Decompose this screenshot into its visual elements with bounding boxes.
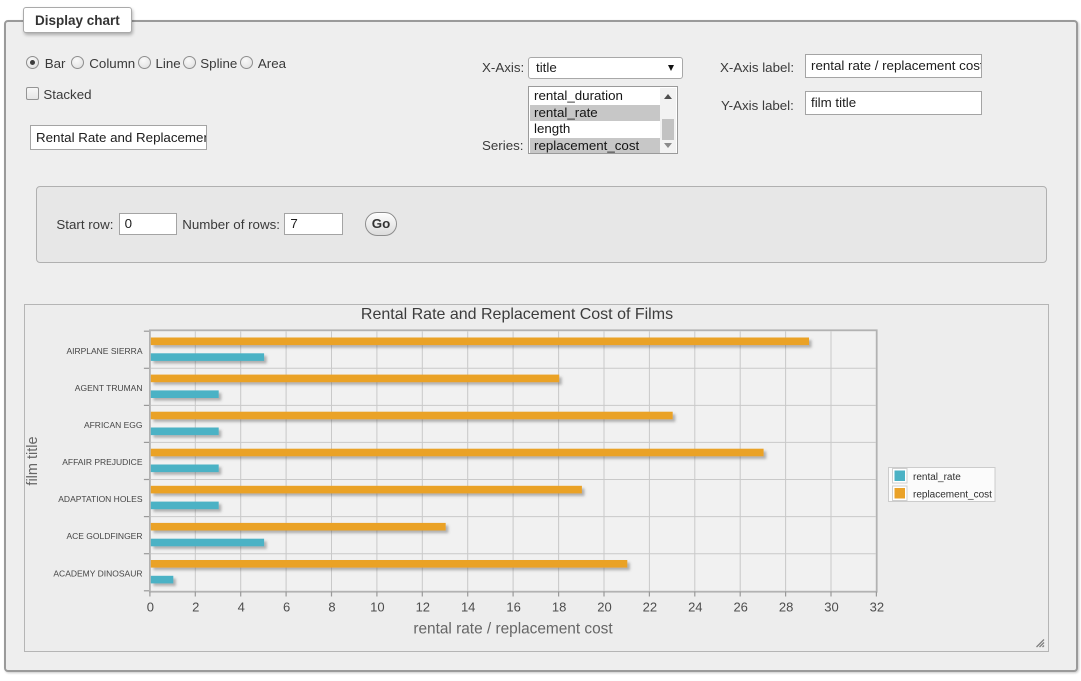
svg-text:AFFAIR PREJUDICE: AFFAIR PREJUDICE — [62, 457, 143, 467]
svg-text:4: 4 — [238, 600, 245, 615]
svg-text:24: 24 — [688, 600, 702, 615]
svg-text:8: 8 — [328, 600, 335, 615]
svg-text:AIRPLANE SIERRA: AIRPLANE SIERRA — [66, 346, 142, 356]
svg-text:Rental Rate and Replacement Co: Rental Rate and Replacement Cost of Film… — [361, 306, 673, 323]
svg-text:18: 18 — [552, 600, 566, 615]
svg-text:26: 26 — [733, 600, 747, 615]
svg-text:22: 22 — [643, 600, 657, 615]
svg-text:rental_rate: rental_rate — [913, 472, 961, 483]
svg-text:ACADEMY DINOSAUR: ACADEMY DINOSAUR — [53, 568, 142, 578]
svg-text:6: 6 — [283, 600, 290, 615]
svg-text:32: 32 — [870, 600, 884, 615]
svg-text:0: 0 — [147, 600, 154, 615]
svg-text:14: 14 — [461, 600, 475, 615]
svg-text:12: 12 — [416, 600, 430, 615]
svg-text:rental rate / replacement cost: rental rate / replacement cost — [413, 621, 613, 638]
svg-text:2: 2 — [192, 600, 199, 615]
svg-text:ACE GOLDFINGER: ACE GOLDFINGER — [66, 531, 142, 541]
svg-text:30: 30 — [824, 600, 838, 615]
svg-text:10: 10 — [370, 600, 384, 615]
svg-text:16: 16 — [506, 600, 520, 615]
svg-text:20: 20 — [597, 600, 611, 615]
svg-text:AFRICAN EGG: AFRICAN EGG — [84, 420, 143, 430]
svg-text:ADAPTATION HOLES: ADAPTATION HOLES — [58, 494, 143, 504]
svg-text:replacement_cost: replacement_cost — [913, 490, 992, 501]
svg-text:AGENT TRUMAN: AGENT TRUMAN — [75, 383, 143, 393]
svg-text:28: 28 — [779, 600, 793, 615]
svg-text:film title: film title — [25, 436, 41, 485]
